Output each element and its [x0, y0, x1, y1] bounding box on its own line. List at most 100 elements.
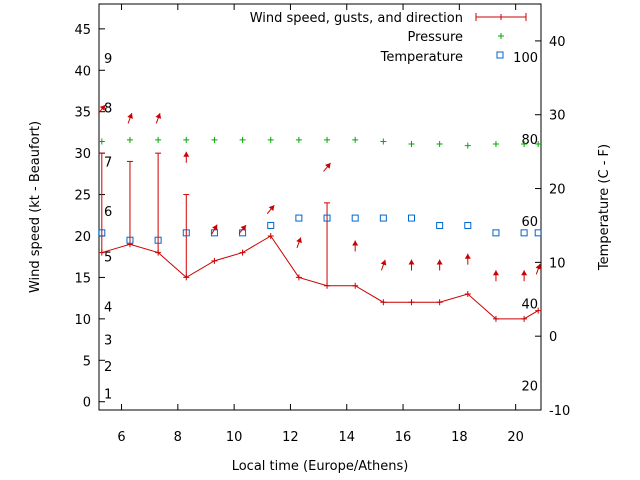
x-tick-label: 18	[451, 430, 468, 445]
pressure-point	[211, 136, 218, 143]
beaufort-label: 7	[104, 155, 112, 170]
pressure-point	[521, 141, 528, 148]
wind-point	[380, 299, 387, 306]
x-tick-label: 14	[338, 430, 355, 445]
plot-frame	[98, 3, 542, 411]
wind-point	[352, 282, 359, 289]
beaufort-label: 4	[104, 300, 112, 315]
pressure-point	[352, 136, 359, 143]
temperature-point	[379, 214, 387, 222]
fahrenheit-label: 60	[521, 215, 538, 230]
wind-direction-arrowhead	[212, 224, 218, 231]
wind-point	[408, 299, 415, 306]
wind-point	[267, 233, 274, 239]
wind-point	[535, 307, 542, 314]
temperature-point	[407, 214, 415, 222]
temperature-point	[492, 229, 500, 237]
pressure-point	[380, 138, 387, 145]
wind-direction-arrowhead	[464, 253, 471, 259]
temperature-point	[295, 214, 303, 222]
y-tick-label: 5	[83, 354, 91, 369]
wind-direction-arrowhead	[535, 263, 542, 270]
beaufort-label: 9	[104, 52, 112, 67]
beaufort-label: 1	[104, 387, 112, 402]
wind-direction-arrowhead	[436, 259, 443, 265]
wind-direction-arrowhead	[99, 105, 106, 111]
y-tick-label: 25	[74, 189, 91, 204]
pressure-point	[183, 136, 190, 143]
fahrenheit-label: 40	[521, 298, 538, 313]
legend-label-temperature: Temperature	[380, 50, 463, 65]
wind-point	[492, 315, 499, 322]
x-tick-label: 6	[117, 430, 125, 445]
pressure-point	[267, 136, 274, 143]
y2-tick-label: 20	[549, 183, 566, 198]
temperature-point	[436, 221, 444, 229]
y2-tick-label: 40	[549, 35, 566, 50]
x-tick-label: 12	[282, 430, 299, 445]
y2-axis-label: Temperature (C - F)	[597, 144, 612, 271]
pressure-point	[126, 136, 133, 143]
temperature-point	[182, 229, 190, 237]
y-tick-label: 45	[74, 23, 91, 38]
x-tick-label: 16	[395, 430, 412, 445]
y-tick-label: 35	[74, 106, 91, 121]
y-tick-label: 30	[74, 147, 91, 162]
legend-label-wind: Wind speed, gusts, and direction	[250, 11, 463, 26]
temperature-point	[154, 236, 162, 244]
wind-direction-arrowhead	[268, 205, 275, 212]
legend-marker-temperature	[496, 51, 504, 59]
y-tick-label: 10	[74, 313, 91, 328]
legend-label-pressure: Pressure	[407, 30, 463, 45]
temperature-point	[98, 229, 106, 237]
x-tick-label: 10	[226, 430, 243, 445]
y2-tick-label: 30	[549, 109, 566, 124]
x-axis-label: Local time (Europe/Athens)	[232, 459, 409, 474]
y2-tick-label: 0	[549, 330, 557, 345]
wind-line	[101, 235, 539, 320]
pressure-point	[492, 141, 499, 148]
pressure-point	[98, 138, 105, 145]
wind-direction-arrowhead	[408, 259, 415, 265]
y-tick-label: 15	[74, 271, 91, 286]
pressure-point	[535, 141, 542, 148]
fahrenheit-label: 100	[513, 51, 538, 66]
beaufort-label: 2	[104, 360, 112, 375]
temperature-point	[239, 229, 247, 237]
wind-direction-arrowhead	[352, 240, 359, 246]
beaufort-label: 6	[104, 205, 112, 220]
wind-point	[239, 249, 246, 256]
legend-marker-pressure	[498, 33, 504, 39]
beaufort-label: 5	[104, 251, 112, 266]
wind-direction-arrowhead	[127, 113, 133, 119]
wind-direction-arrowhead	[380, 259, 387, 266]
temperature-point	[534, 229, 542, 237]
wind-point	[211, 257, 218, 264]
temperature-point	[464, 221, 472, 229]
y-tick-label: 0	[83, 396, 91, 411]
temperature-point	[520, 229, 528, 237]
fahrenheit-label: 20	[521, 380, 538, 395]
wind-direction-arrowhead	[492, 270, 499, 276]
wind-direction-arrowhead	[325, 163, 331, 169]
pressure-point	[324, 136, 331, 143]
wind-point	[436, 299, 443, 306]
legend-marker-wind	[498, 14, 504, 20]
pressure-point	[295, 136, 302, 143]
wind-direction-arrowhead	[155, 113, 162, 119]
temperature-point	[126, 236, 134, 244]
y2-tick-label: 10	[549, 256, 566, 271]
wind-direction-arrowhead	[240, 225, 247, 231]
pressure-point	[436, 141, 443, 148]
pressure-point	[155, 136, 162, 143]
pressure-point	[464, 142, 471, 149]
pressure-point	[239, 136, 246, 143]
wind-direction-arrowhead	[296, 237, 302, 244]
y-tick-label: 20	[74, 230, 91, 245]
wind-point	[521, 315, 528, 322]
temperature-point	[267, 221, 275, 229]
wind-direction-arrowhead	[183, 151, 190, 157]
beaufort-label: 3	[104, 334, 112, 349]
temperature-point	[351, 214, 359, 222]
